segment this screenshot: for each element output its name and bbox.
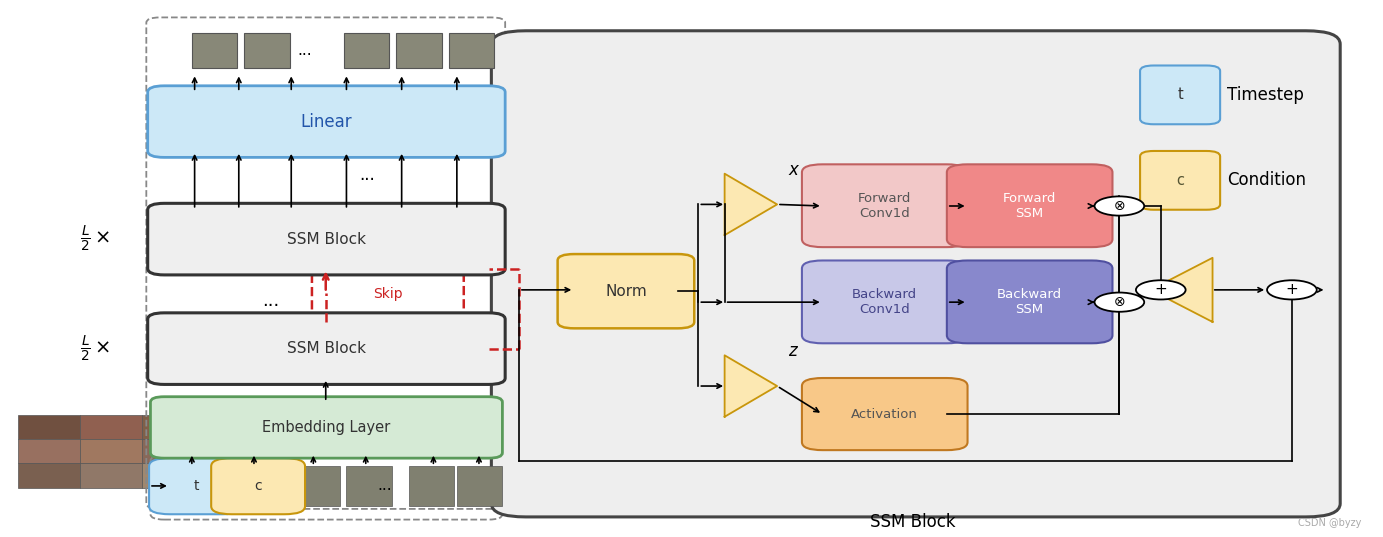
Circle shape <box>1135 280 1185 300</box>
Bar <box>18 463 80 488</box>
Bar <box>142 439 205 463</box>
Bar <box>245 33 290 68</box>
Text: Forward
SSM: Forward SSM <box>1003 192 1057 220</box>
FancyBboxPatch shape <box>148 86 505 157</box>
FancyBboxPatch shape <box>148 204 505 275</box>
Bar <box>396 33 441 68</box>
Polygon shape <box>725 173 777 235</box>
Text: Forward
Conv1d: Forward Conv1d <box>857 192 911 220</box>
Text: +: + <box>1155 282 1167 297</box>
Bar <box>408 466 454 506</box>
Text: Timestep: Timestep <box>1227 86 1304 104</box>
Bar <box>18 439 80 463</box>
Text: ⊗: ⊗ <box>1113 295 1126 309</box>
FancyBboxPatch shape <box>802 164 968 247</box>
Text: $\frac{L}{2}\times$: $\frac{L}{2}\times$ <box>80 333 111 364</box>
Text: Activation: Activation <box>852 408 918 420</box>
Text: SSM Block: SSM Block <box>286 341 366 356</box>
Text: ...: ... <box>360 166 375 184</box>
Bar <box>347 466 391 506</box>
Text: Backward
SSM: Backward SSM <box>997 288 1062 316</box>
Circle shape <box>1267 280 1317 300</box>
Text: t: t <box>194 479 199 493</box>
FancyBboxPatch shape <box>1140 66 1220 124</box>
Circle shape <box>1094 293 1144 312</box>
FancyBboxPatch shape <box>947 260 1112 343</box>
Bar <box>192 33 238 68</box>
Text: CSDN @byzy: CSDN @byzy <box>1297 518 1361 527</box>
Text: Backward
Conv1d: Backward Conv1d <box>852 288 917 316</box>
FancyBboxPatch shape <box>557 254 694 328</box>
Text: c: c <box>1176 173 1184 188</box>
Bar <box>142 463 205 488</box>
Text: $\frac{L}{2}\times$: $\frac{L}{2}\times$ <box>80 224 111 254</box>
Polygon shape <box>725 355 777 417</box>
Bar <box>456 466 502 506</box>
FancyBboxPatch shape <box>149 458 243 514</box>
Text: Condition: Condition <box>1227 171 1306 190</box>
Text: t: t <box>1177 88 1182 103</box>
Text: c: c <box>254 479 261 493</box>
Text: SSM Block: SSM Block <box>870 513 956 531</box>
Bar <box>80 463 142 488</box>
FancyBboxPatch shape <box>148 313 505 384</box>
Bar <box>344 33 389 68</box>
Text: Norm: Norm <box>606 284 647 299</box>
FancyBboxPatch shape <box>212 458 306 514</box>
Bar <box>295 466 340 506</box>
Text: Skip: Skip <box>373 287 402 301</box>
Circle shape <box>1094 197 1144 216</box>
FancyBboxPatch shape <box>491 31 1340 517</box>
Bar <box>18 416 80 439</box>
FancyBboxPatch shape <box>151 397 502 458</box>
Bar <box>80 439 142 463</box>
Text: ⊗: ⊗ <box>1113 199 1126 213</box>
Text: Embedding Layer: Embedding Layer <box>263 420 390 435</box>
Polygon shape <box>1151 258 1213 322</box>
Text: ...: ... <box>297 43 313 58</box>
Text: z: z <box>788 342 797 360</box>
FancyBboxPatch shape <box>1140 151 1220 210</box>
FancyBboxPatch shape <box>947 164 1112 247</box>
Text: x: x <box>788 161 798 179</box>
Text: +: + <box>1286 282 1299 297</box>
Bar <box>80 416 142 439</box>
FancyBboxPatch shape <box>802 378 968 450</box>
Text: Linear: Linear <box>300 113 353 130</box>
Text: SSM Block: SSM Block <box>286 231 366 246</box>
Bar <box>448 33 494 68</box>
Text: ...: ... <box>261 292 279 309</box>
Bar <box>142 416 205 439</box>
FancyBboxPatch shape <box>802 260 968 343</box>
Text: ...: ... <box>378 478 393 494</box>
